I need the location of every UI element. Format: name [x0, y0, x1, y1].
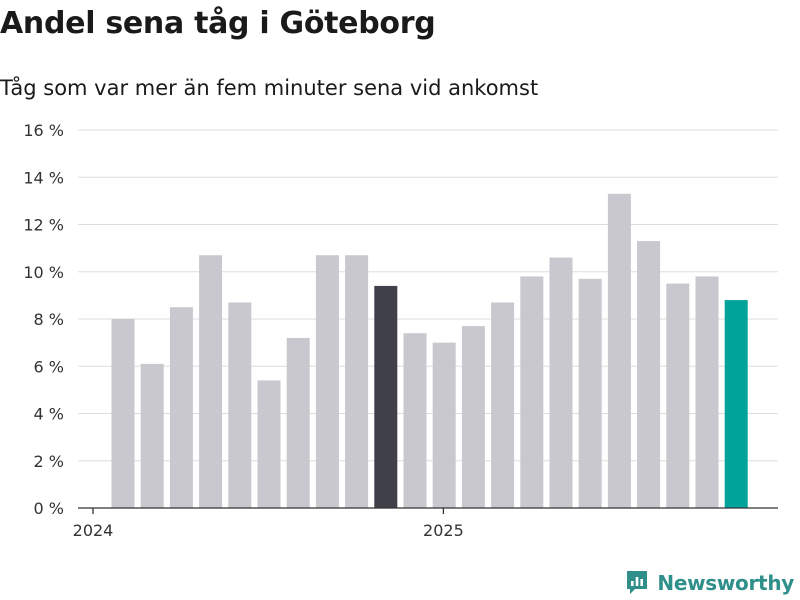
y-tick-label: 14 % — [23, 168, 64, 187]
chart-subtitle: Tåg som var mer än fem minuter sena vid … — [0, 76, 539, 100]
bar — [607, 193, 631, 508]
x-tick-label: 2025 — [423, 521, 464, 540]
bar — [199, 255, 223, 508]
bar — [491, 302, 515, 508]
bar — [228, 302, 252, 508]
bar — [432, 342, 456, 508]
bar — [695, 276, 719, 508]
bar — [345, 255, 369, 508]
bar — [549, 257, 573, 508]
bar — [637, 241, 661, 508]
brand-name: Newsworthy — [657, 571, 794, 595]
y-tick-label: 4 % — [34, 405, 64, 424]
y-tick-label: 0 % — [34, 499, 64, 518]
bar — [374, 285, 398, 508]
bar — [286, 337, 310, 508]
bar — [666, 283, 690, 508]
bar — [724, 300, 748, 508]
x-tick-label: 2024 — [73, 521, 114, 540]
brand-logo: Newsworthy — [625, 570, 794, 596]
bar — [461, 326, 485, 508]
bar — [578, 278, 602, 508]
bar — [257, 380, 281, 508]
y-tick-label: 12 % — [23, 216, 64, 235]
y-tick-label: 16 % — [23, 121, 64, 140]
y-tick-label: 8 % — [34, 310, 64, 329]
y-tick-label: 10 % — [23, 263, 64, 282]
bar — [520, 276, 544, 508]
bar — [111, 319, 135, 508]
bar — [169, 307, 193, 508]
bar — [140, 363, 164, 508]
bar — [315, 255, 339, 508]
bar — [403, 333, 427, 508]
chart-title: Andel sena tåg i Göteborg — [0, 6, 436, 41]
y-tick-label: 6 % — [34, 357, 64, 376]
y-tick-label: 2 % — [34, 452, 64, 471]
newsworthy-logo-icon — [627, 571, 648, 594]
